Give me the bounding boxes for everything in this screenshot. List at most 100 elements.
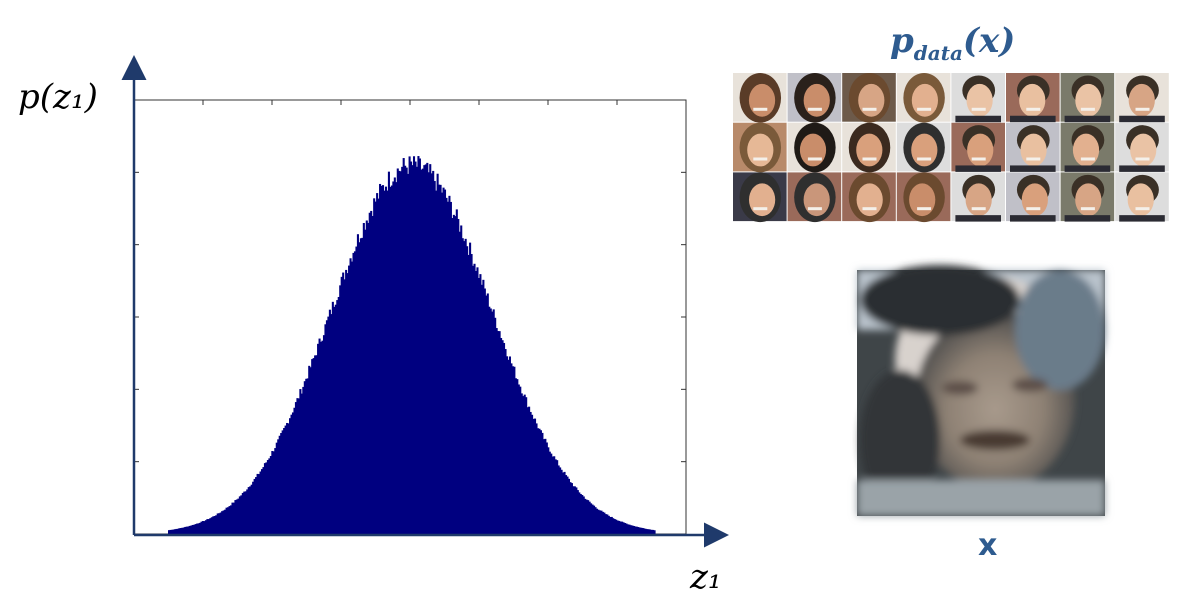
- histogram-bar: [601, 511, 604, 534]
- x-axis-label: z₁: [689, 557, 722, 597]
- histogram-bar: [328, 309, 331, 534]
- histogram-bar: [339, 285, 342, 534]
- histogram-bar: [616, 520, 619, 534]
- histogram-bar: [486, 293, 489, 534]
- histogram-bar: [280, 433, 283, 534]
- histogram-bars: [168, 156, 656, 535]
- face-photo-icon: [733, 172, 787, 223]
- histogram-bar: [435, 190, 438, 534]
- histogram-bar: [260, 469, 264, 534]
- histogram-bar: [612, 518, 615, 534]
- histogram-bar: [296, 398, 299, 534]
- histogram-bar: [399, 171, 402, 534]
- histogram-bar: [452, 214, 455, 534]
- histogram-bar: [197, 523, 200, 534]
- histogram-bar: [306, 378, 309, 534]
- histogram-bar: [495, 328, 498, 534]
- face-photo-icon: [787, 122, 842, 173]
- histogram-bar: [249, 486, 252, 534]
- histogram-bar: [331, 301, 334, 534]
- histogram-bar: [218, 513, 221, 534]
- histogram-bar: [504, 349, 507, 534]
- histogram-bar: [178, 528, 181, 534]
- histogram-bar: [302, 386, 305, 534]
- histogram-bar: [243, 491, 246, 534]
- title-argument: (x): [963, 21, 1015, 61]
- histogram-bar: [415, 166, 419, 534]
- histogram-bar: [501, 340, 504, 534]
- histogram-bar: [553, 456, 556, 534]
- face-photo-icon: [1115, 172, 1169, 222]
- histogram-bar: [526, 407, 529, 534]
- histogram-bar: [442, 187, 445, 534]
- histogram-bar: [429, 164, 432, 534]
- histogram-bar: [576, 490, 579, 534]
- histogram-bar: [573, 486, 576, 534]
- face-photo-icon: [896, 73, 951, 123]
- histogram-bar: [463, 241, 466, 534]
- face-photo-icon: [1006, 73, 1060, 123]
- histogram-bar: [618, 520, 621, 534]
- histogram-bar: [386, 190, 389, 534]
- histogram-bar: [519, 386, 522, 534]
- histogram-bar: [384, 186, 388, 534]
- histogram-bar: [238, 496, 241, 534]
- histogram-bar: [652, 529, 655, 534]
- histogram-bar: [200, 521, 203, 534]
- histogram-bar: [628, 524, 631, 534]
- histogram-bar: [206, 519, 209, 534]
- histogram-bar: [368, 212, 371, 534]
- face-photo-icon: [1115, 73, 1169, 123]
- histogram-bar: [172, 529, 175, 534]
- histogram-bar: [309, 367, 312, 534]
- histogram-bar: [653, 530, 656, 534]
- histogram-bar: [169, 529, 172, 534]
- histogram-bar: [262, 467, 265, 534]
- histogram-bar: [650, 529, 653, 534]
- histogram-bar: [356, 234, 359, 534]
- face-photo-icon: [1060, 73, 1115, 123]
- histogram-bar: [321, 340, 324, 534]
- histogram-bar: [446, 201, 449, 535]
- histogram-bar: [216, 513, 219, 534]
- histogram-bar: [266, 460, 269, 534]
- histogram-bar: [593, 505, 596, 534]
- histogram-bar: [582, 496, 585, 534]
- histogram-bar: [325, 320, 328, 534]
- histogram-bar: [203, 521, 206, 534]
- sample-label: x: [978, 528, 997, 563]
- histogram-bar: [624, 523, 627, 534]
- histogram-bar: [443, 189, 447, 535]
- histogram-bar: [188, 525, 191, 534]
- histogram-bar: [522, 396, 525, 534]
- histogram-bar: [410, 161, 413, 534]
- histogram-bar: [265, 462, 268, 534]
- histogram-bar: [240, 495, 243, 534]
- histogram-bar: [389, 186, 392, 535]
- histogram-bar: [407, 173, 410, 534]
- histogram-bar: [572, 486, 575, 534]
- histogram-bar: [411, 165, 414, 534]
- histogram-bar: [507, 359, 510, 534]
- histogram-bar: [272, 451, 275, 534]
- histogram-bar: [277, 439, 280, 534]
- histogram-bar: [587, 500, 590, 534]
- histogram-bar: [383, 190, 386, 534]
- histogram-bar: [492, 309, 495, 534]
- histogram-bar: [517, 384, 520, 534]
- histogram-bar: [607, 515, 610, 534]
- histogram-bar: [418, 158, 421, 535]
- histogram-bar: [297, 398, 300, 534]
- histogram-bar: [467, 254, 470, 534]
- histogram-bar: [314, 355, 317, 534]
- histogram-bar: [520, 393, 523, 534]
- histogram-bar: [398, 170, 401, 534]
- histogram-bar: [473, 263, 476, 534]
- histogram-bar: [445, 197, 448, 535]
- histogram-bar: [198, 522, 202, 534]
- face-photo-icon: [787, 73, 842, 123]
- histogram-bar: [424, 164, 427, 534]
- histogram-bar: [626, 524, 630, 534]
- histogram-bar: [350, 261, 354, 534]
- histogram-bar: [455, 209, 458, 534]
